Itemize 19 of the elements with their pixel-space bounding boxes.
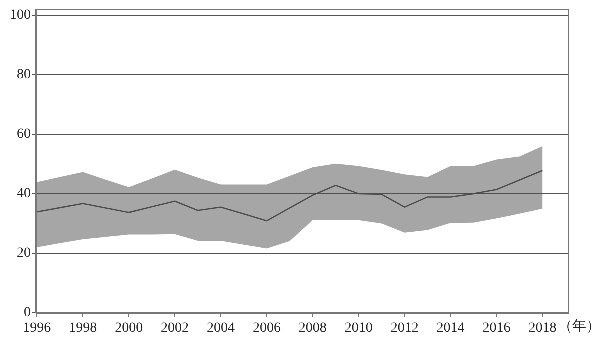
x-axis-title: （年） — [558, 318, 600, 335]
x-tick-label: 2000 — [115, 321, 144, 336]
y-tick-label: 60 — [17, 127, 31, 142]
y-tick-label: 80 — [17, 68, 31, 83]
y-tick-label: 40 — [17, 186, 31, 202]
x-tick-label: 2014 — [436, 321, 465, 336]
x-tick-label: 1996 — [23, 321, 52, 336]
x-tick-label: 2006 — [252, 321, 281, 336]
x-tick-label: 2018 — [528, 321, 557, 336]
x-tick-label: 2004 — [206, 321, 235, 336]
x-tick-label: 2012 — [390, 321, 419, 336]
x-tick-label: 2016 — [482, 321, 511, 336]
y-tick-label: 0 — [24, 306, 31, 321]
y-tick-label: 20 — [17, 246, 31, 262]
x-tick-label: 1998 — [69, 321, 98, 336]
x-tick-label: 2008 — [298, 321, 327, 336]
x-tick-label: 2010 — [344, 321, 373, 336]
x-tick-label: 2002 — [161, 321, 190, 336]
y-tick-label: 100 — [10, 8, 31, 24]
